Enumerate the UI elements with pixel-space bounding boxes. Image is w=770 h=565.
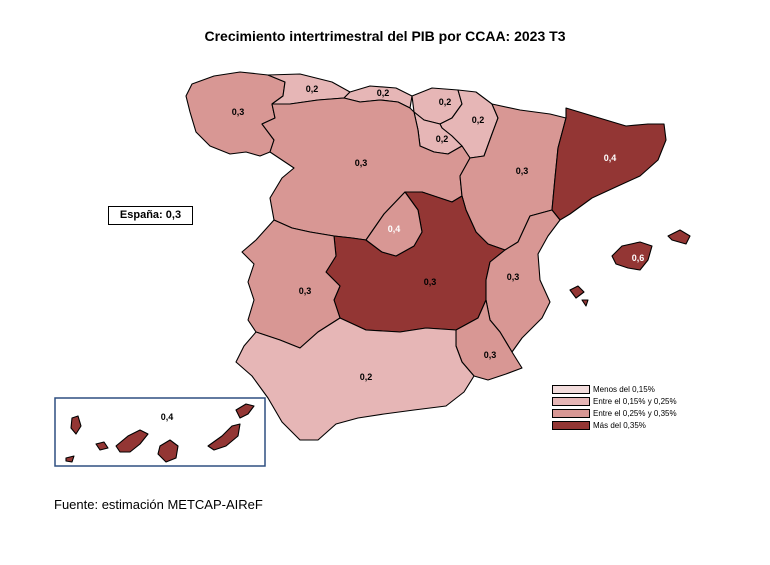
value-label: 0,3 — [424, 277, 437, 287]
value-label: 0,2 — [436, 134, 449, 144]
legend-swatch — [552, 396, 590, 406]
legend-label: Más del 0,35% — [593, 420, 646, 430]
map-title: Crecimiento intertrimestral del PIB por … — [204, 28, 566, 44]
value-label: 0,4 — [604, 153, 617, 163]
value-label: 0,3 — [355, 158, 368, 168]
legend-item: Más del 0,35% — [552, 419, 677, 431]
legend-label: Entre el 0,25% y 0,35% — [593, 408, 677, 418]
region-madrid — [365, 191, 423, 257]
value-label: 0,2 — [472, 115, 485, 125]
legend-label: Entre el 0,15% y 0,25% — [593, 396, 677, 406]
legend-item: Entre el 0,25% y 0,35% — [552, 407, 677, 419]
value-label: 0,4 — [388, 224, 401, 234]
value-label: 0,3 — [484, 350, 497, 360]
value-label: 0,6 — [632, 253, 645, 263]
region-canarias — [65, 403, 255, 463]
region-andalucia — [235, 317, 475, 441]
value-label: 0,3 — [299, 286, 312, 296]
value-label: 0,3 — [232, 107, 245, 117]
value-label: 0,4 — [161, 412, 174, 422]
value-label: 0,3 — [516, 166, 529, 176]
value-label: 0,2 — [439, 97, 452, 107]
value-label: 0,3 — [507, 272, 520, 282]
map-legend: Menos del 0,15% Entre el 0,15% y 0,25% E… — [552, 383, 677, 431]
legend-swatch — [552, 408, 590, 418]
source-note: Fuente: estimación METCAP-AIReF — [54, 497, 263, 512]
region-baleares — [569, 229, 691, 307]
legend-item: Entre el 0,15% y 0,25% — [552, 395, 677, 407]
legend-label: Menos del 0,15% — [593, 384, 655, 394]
region-cataluna — [551, 107, 667, 221]
national-growth-box: España: 0,3 — [108, 206, 193, 225]
legend-item: Menos del 0,15% — [552, 383, 677, 395]
legend-swatch — [552, 420, 590, 430]
region-valencia — [485, 209, 561, 353]
value-label: 0,2 — [306, 84, 319, 94]
value-label: 0,2 — [360, 372, 373, 382]
value-label: 0,2 — [377, 88, 390, 98]
legend-swatch — [552, 384, 590, 394]
